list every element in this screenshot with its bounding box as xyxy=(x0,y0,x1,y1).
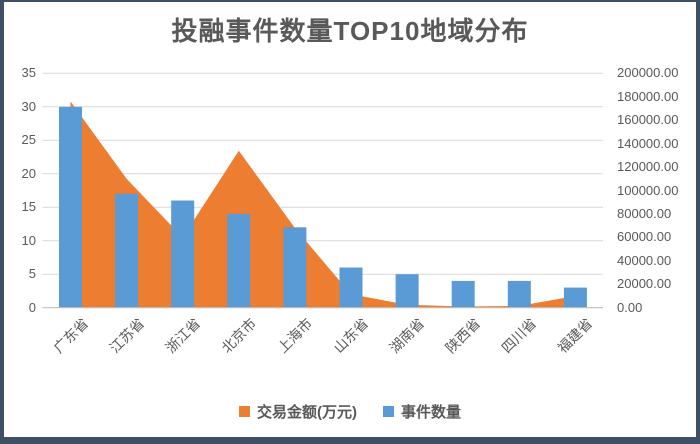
right-axis-tick-label: 140000.00 xyxy=(617,135,679,151)
event-count-bar[interactable] xyxy=(563,287,587,308)
event-count-bar[interactable] xyxy=(227,213,251,308)
right-axis-tick-label: 20000.00 xyxy=(617,276,672,292)
right-axis-tick-label: 80000.00 xyxy=(617,205,672,221)
legend-item-event-count[interactable]: 事件数量 xyxy=(382,401,461,422)
right-axis-tick-label: 160000.00 xyxy=(617,112,679,128)
event-count-bar[interactable] xyxy=(451,280,475,308)
event-count-bar[interactable] xyxy=(395,274,419,308)
right-axis-tick-label: 0.00 xyxy=(617,299,643,315)
left-axis-tick-label: 0 xyxy=(28,299,36,315)
left-axis-tick-label: 10 xyxy=(21,232,36,248)
event-count-bar[interactable] xyxy=(171,200,195,308)
chart-title: 投融事件数量TOP10地域分布 xyxy=(171,16,529,46)
right-axis-tick-label: 100000.00 xyxy=(617,182,679,198)
left-axis-tick-label: 20 xyxy=(21,165,36,181)
right-axis-tick-label: 120000.00 xyxy=(617,159,679,175)
right-axis-tick-label: 40000.00 xyxy=(617,252,672,268)
right-axis-tick-label: 200000.00 xyxy=(617,65,679,81)
left-axis-tick-label: 35 xyxy=(21,65,36,81)
event-count-bar[interactable] xyxy=(507,280,531,308)
left-axis-tick-label: 30 xyxy=(21,98,36,114)
event-count-bar[interactable] xyxy=(339,267,363,308)
legend-color-swatch xyxy=(238,406,250,417)
left-axis-tick-label: 5 xyxy=(28,266,36,282)
legend: 交易金额(万元) 事件数量 xyxy=(0,401,700,422)
legend-color-swatch xyxy=(382,406,394,417)
event-count-bar[interactable] xyxy=(283,227,307,308)
left-axis-tick-label: 25 xyxy=(21,132,36,148)
plot-area xyxy=(42,72,603,309)
event-count-bar[interactable] xyxy=(115,193,139,308)
transaction-amount-area-series[interactable] xyxy=(70,101,576,308)
legend-label: 事件数量 xyxy=(400,404,461,421)
legend-item-transaction-amount[interactable]: 交易金额(万元) xyxy=(238,401,357,422)
event-count-bar[interactable] xyxy=(59,106,82,308)
right-axis-tick-label: 60000.00 xyxy=(617,229,672,245)
right-axis-tick-label: 180000.00 xyxy=(617,88,679,104)
left-axis-tick-label: 15 xyxy=(21,199,36,215)
legend-label: 交易金额(万元) xyxy=(256,404,357,421)
